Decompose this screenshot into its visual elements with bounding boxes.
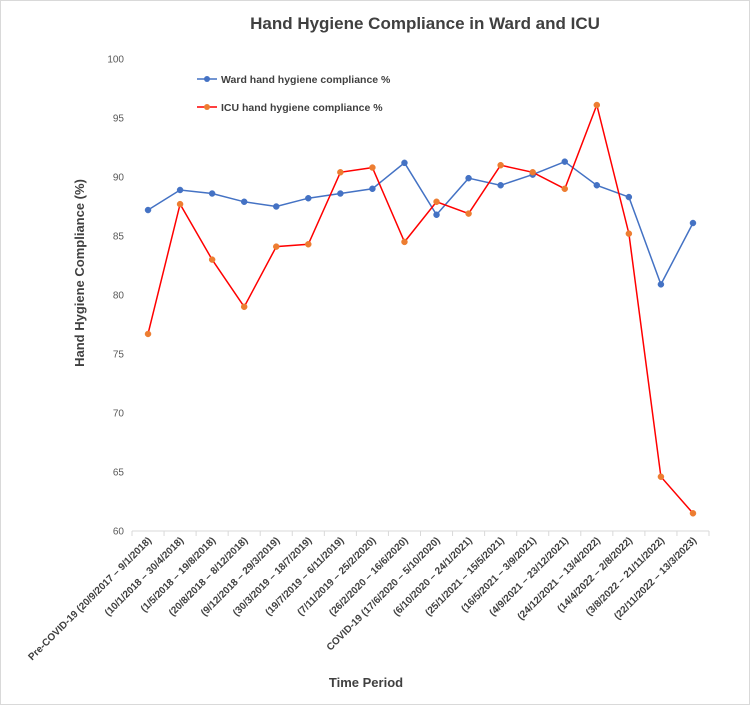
y-tick-label: 65 [113,468,125,479]
data-point [593,182,601,189]
data-point [433,211,440,219]
data-point [369,185,376,193]
series-ward [144,158,697,288]
data-point [529,169,536,176]
legend-item-icu: ICU hand hygiene compliance % [197,102,383,114]
data-point [657,281,665,288]
data-point [337,169,344,176]
y-tick-label: 95 [113,114,125,125]
y-axis: 60 65 70 75 80 85 90 95 100 [107,55,124,538]
data-point [689,510,697,517]
series-line [147,160,694,287]
legend: Ward hand hygiene compliance % ICU hand … [197,74,391,114]
y-axis-title: Hand Hygiene Compliance (%) [72,179,87,367]
data-point [593,101,601,109]
series-icu [144,101,697,517]
data-point [497,161,504,169]
data-point [369,164,376,171]
data-point [144,206,152,214]
legend-icu-marker [204,104,210,110]
data-point [273,203,280,210]
series-line [147,102,694,514]
y-tick-label: 70 [113,409,125,420]
x-tick-label: Pre-COVID-19 (20/9/2017 – 9/1/2018) [26,535,154,663]
data-point [305,194,312,202]
y-tick-label: 80 [113,291,125,302]
data-point [176,186,184,194]
data-point [337,190,344,197]
data-point [625,193,633,201]
x-tick-label: COVID-19 (17/6/2020 – 5/10/2020) [325,535,443,653]
data-point [497,182,504,189]
chart-title: Hand Hygiene Compliance in Ward and ICU [250,14,600,33]
y-tick-label: 60 [113,527,125,538]
y-tick-label: 85 [113,232,125,243]
x-axis-title: Time Period [329,675,403,690]
data-point [305,241,312,248]
data-point [465,174,472,182]
data-point [625,230,633,237]
data-point [689,219,697,227]
data-point [208,190,216,197]
data-point [401,159,408,167]
y-tick-label: 90 [113,173,125,184]
legend-icu-label: ICU hand hygiene compliance % [221,102,383,114]
data-point [273,243,280,250]
data-point [465,210,472,217]
data-point [561,158,568,165]
data-point [144,330,152,338]
y-tick-label: 75 [113,350,125,361]
legend-ward-marker [204,76,210,82]
data-point [561,185,568,193]
series-layer [144,101,697,517]
data-point [240,303,248,311]
data-point [176,200,184,208]
data-point [657,473,665,480]
data-point [433,198,440,206]
legend-item-ward: Ward hand hygiene compliance % [197,74,391,86]
data-point [401,238,408,246]
legend-ward-label: Ward hand hygiene compliance % [221,74,391,86]
x-axis: Pre-COVID-19 (20/9/2017 – 9/1/2018)(10/1… [26,530,710,663]
data-point [208,256,216,263]
data-point [240,198,248,206]
y-tick-label: 100 [107,55,124,66]
